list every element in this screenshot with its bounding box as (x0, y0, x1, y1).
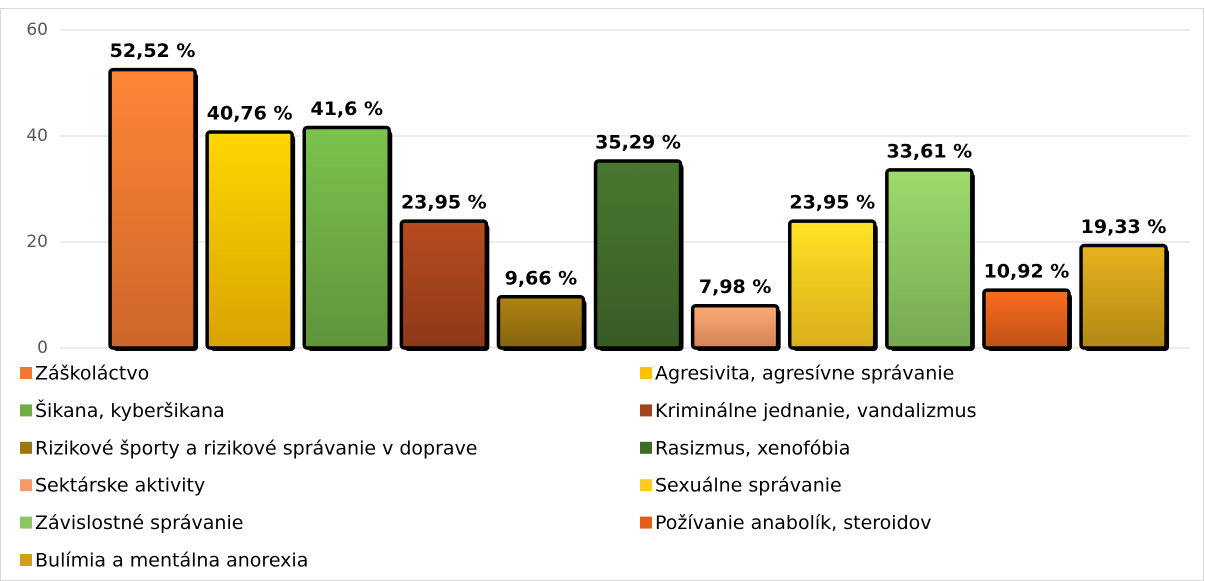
data-label: 10,92 % (984, 261, 1070, 283)
data-label: 33,61 % (886, 140, 972, 162)
legend-label: Záškoláctvo (35, 363, 149, 385)
y-tick-label: 0 (37, 338, 48, 358)
bar (205, 130, 294, 350)
legend-label: Bulímia a mentálna anorexia (35, 550, 308, 572)
data-label: 23,95 % (401, 192, 487, 214)
legend-label: Agresivita, agresívne správanie (655, 363, 954, 385)
y-tick-label: 40 (26, 126, 48, 146)
bar (302, 125, 391, 350)
legend-swatch (640, 367, 652, 379)
legend-label: Požívanie anabolík, steroidov (655, 512, 932, 534)
data-label: 23,95 % (789, 192, 875, 214)
legend-label: Rasizmus, xenofóbia (655, 437, 850, 459)
bar (690, 303, 780, 350)
data-label: 9,66 % (505, 267, 578, 289)
bar (788, 219, 877, 350)
bar (399, 219, 489, 350)
data-label: 41,6 % (310, 98, 383, 120)
legend-swatch (20, 516, 32, 529)
data-label: 19,33 % (1081, 216, 1167, 238)
data-label: 35,29 % (595, 131, 681, 153)
legend-swatch (640, 441, 652, 454)
bar (496, 295, 586, 350)
bar (108, 67, 197, 350)
legend-swatch (20, 441, 32, 454)
bar (885, 168, 974, 350)
data-label: 40,76 % (207, 102, 293, 124)
legend-swatch (20, 554, 32, 566)
legend-label: Sexuálne správanie (655, 475, 842, 497)
legend-swatch (20, 479, 32, 492)
legend-label: Sektárske aktivity (35, 475, 205, 497)
data-label: 52,52 % (110, 40, 196, 62)
legend-label: Závislostné správanie (35, 512, 243, 534)
bar (982, 288, 1071, 350)
data-label: 7,98 % (699, 276, 772, 298)
legend-label: Rizikové športy a rizikové správanie v d… (35, 437, 478, 459)
legend-swatch (640, 516, 652, 529)
legend-swatch (640, 404, 652, 417)
legend-swatch (640, 479, 652, 492)
legend-swatch (20, 404, 32, 417)
legend-label: Šikana, kyberšikana (35, 398, 225, 422)
y-tick-label: 20 (26, 232, 48, 252)
y-tick-label: 60 (26, 20, 48, 40)
legend-label: Kriminálne jednanie, vandalizmus (655, 400, 977, 422)
bar (593, 159, 683, 350)
legend-swatch (20, 367, 32, 379)
bar (1079, 243, 1168, 350)
